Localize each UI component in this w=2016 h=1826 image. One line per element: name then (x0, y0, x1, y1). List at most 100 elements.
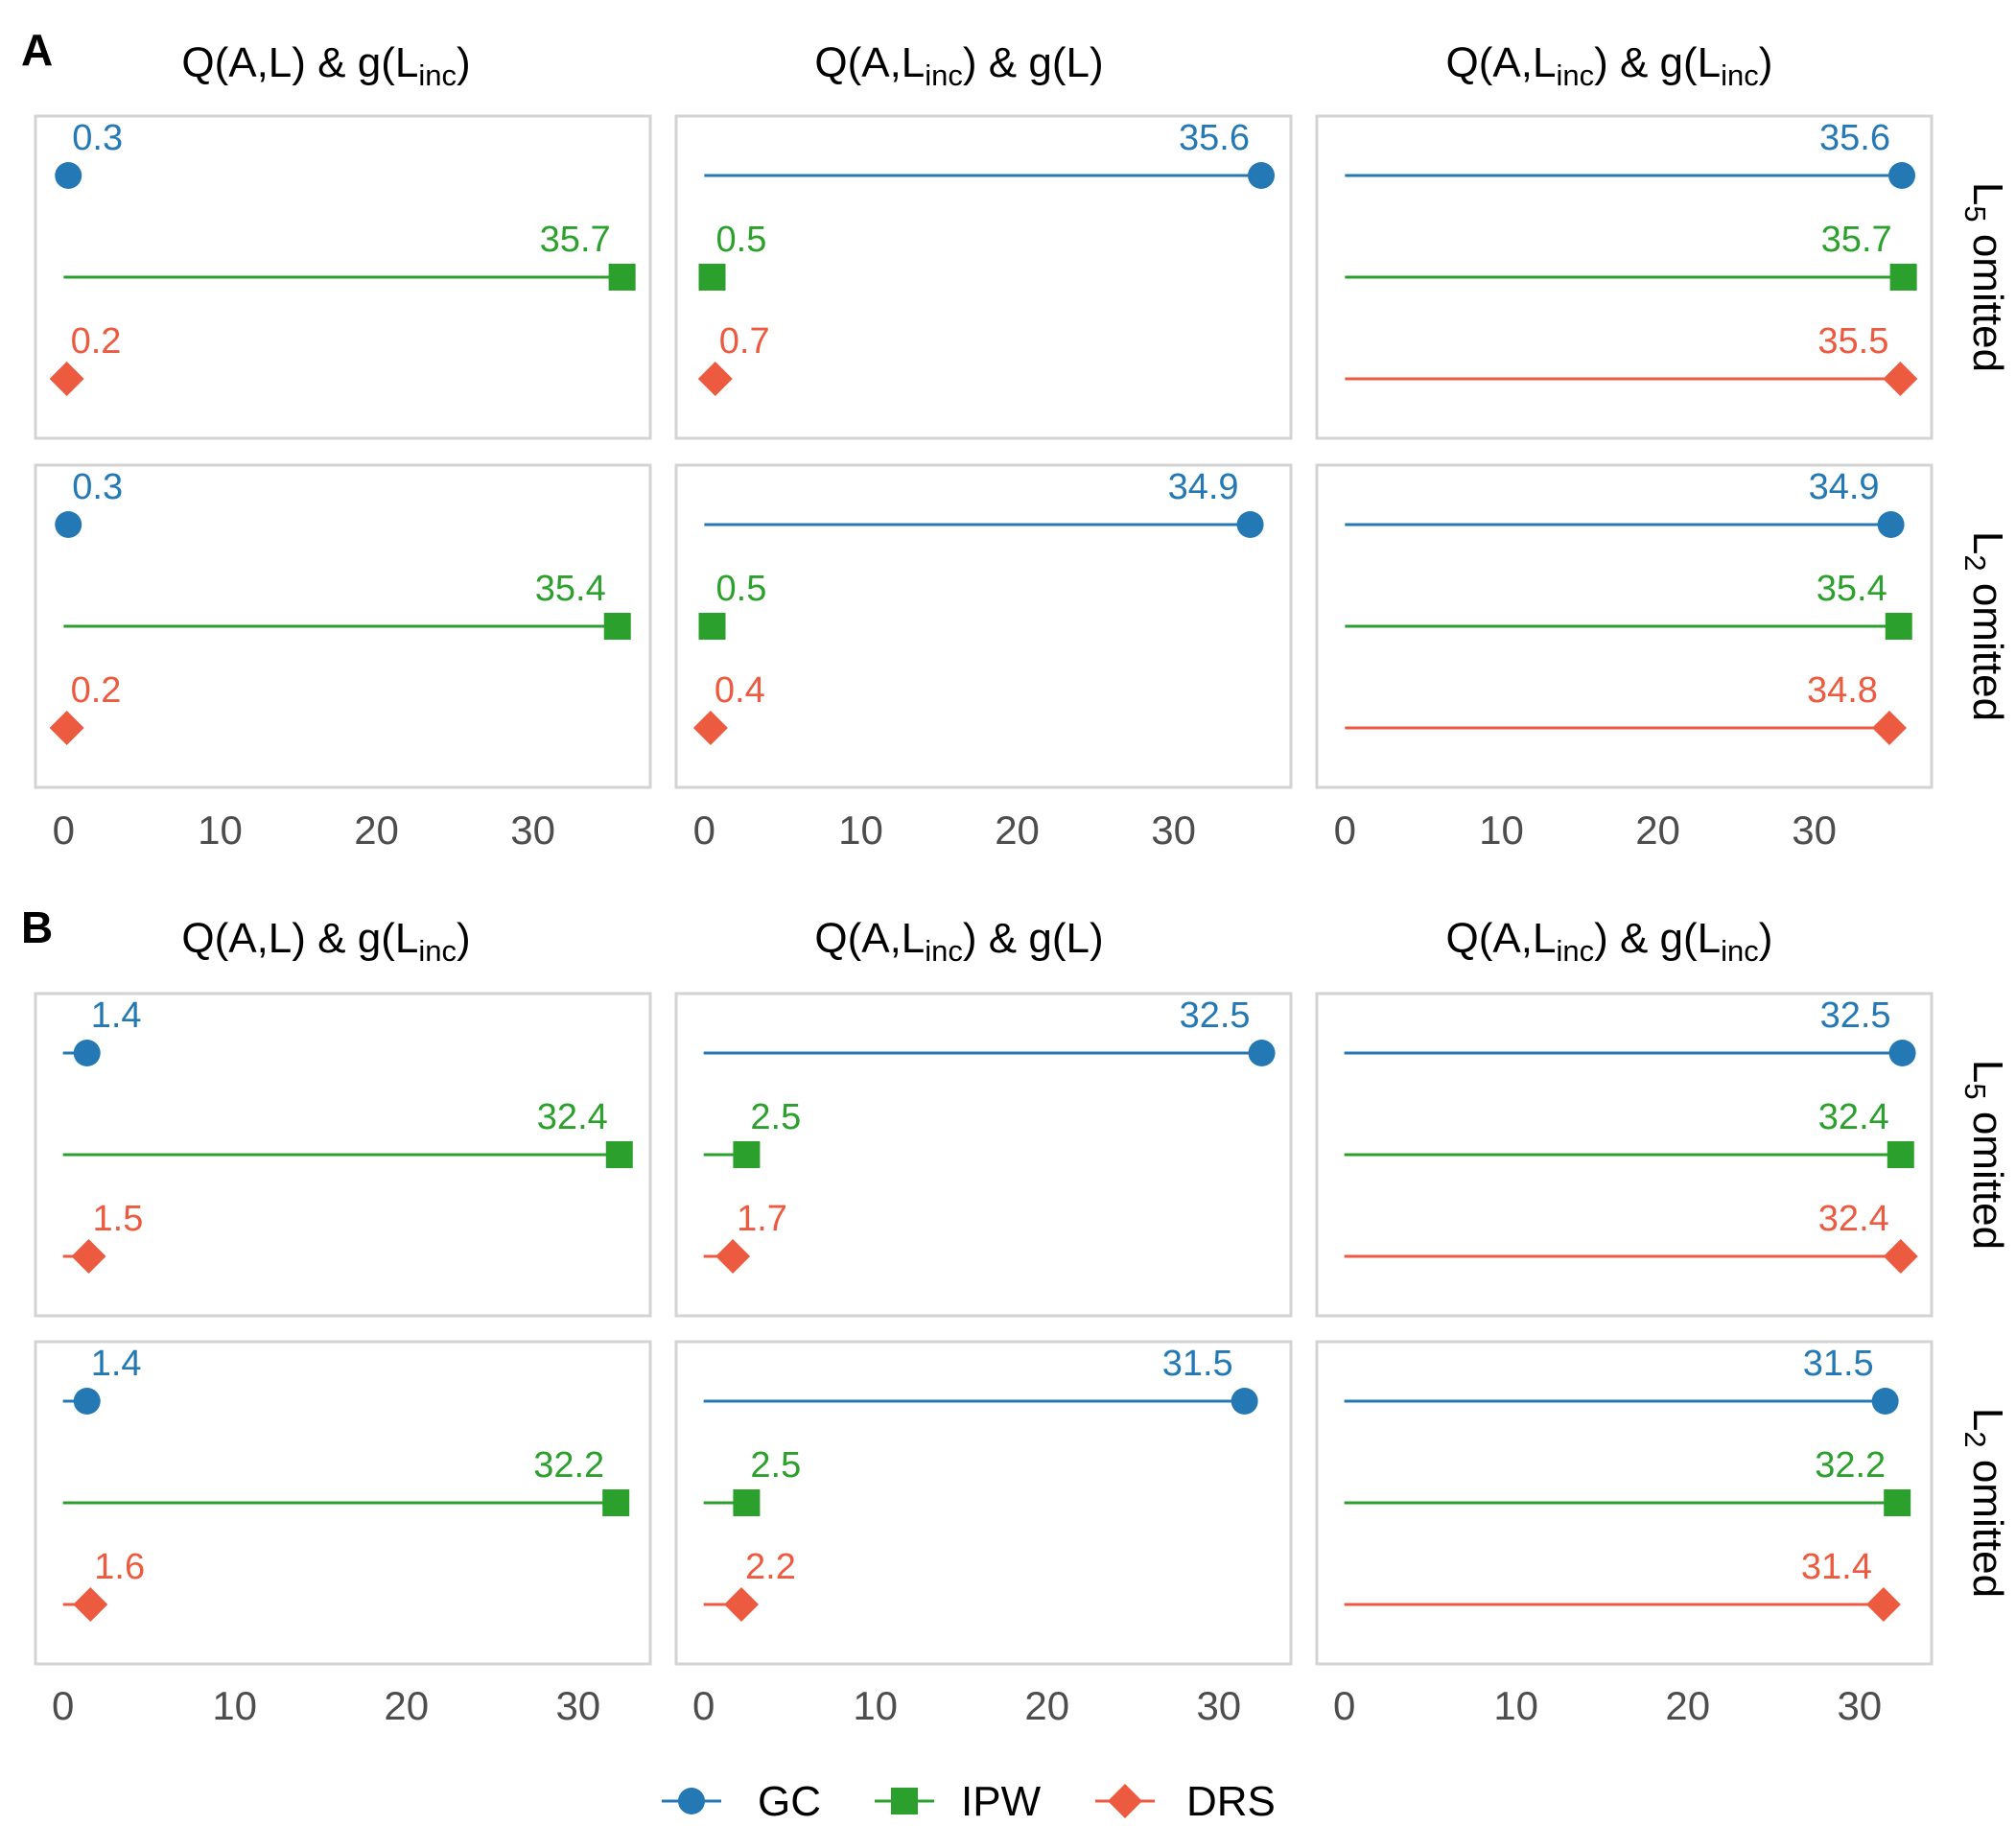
point-IPW (698, 264, 726, 291)
x-tick-label: 20 (1665, 1683, 1710, 1728)
point-GC (73, 1388, 101, 1415)
point-DRS (1883, 362, 1918, 396)
column-title: Q(A,Linc) & g(Linc) (1446, 915, 1773, 968)
point-DRS (1871, 711, 1907, 745)
point-GC (1871, 1388, 1899, 1415)
x-tick-label: 10 (1493, 1683, 1538, 1728)
panel-border (674, 992, 1293, 1318)
point-DRS (692, 711, 728, 745)
panel-border (1315, 114, 1934, 440)
facet-block-B: B Q(A,L) & g(Linc) Q(A,Linc) & g(L) Q(A,Lin… (21, 902, 2011, 1728)
panel-border (34, 114, 652, 440)
point-DRS (49, 362, 84, 396)
point-DRS (697, 362, 733, 396)
x-tick-label: 0 (1333, 1683, 1355, 1728)
x-tick-label: 20 (1635, 808, 1680, 853)
column-title: Q(A,L) & g(Linc) (181, 39, 470, 92)
panel-border (1315, 992, 1934, 1318)
row-strip-label: L5 omitted (1958, 182, 2011, 372)
data-label-GC: 35.6 (1819, 118, 1890, 158)
panel-border (34, 463, 652, 789)
x-tick-label: 30 (1196, 1683, 1241, 1728)
legend-item-GC: GC (662, 1778, 821, 1825)
legend-item-IPW: IPW (875, 1778, 1042, 1825)
point-GC (1888, 1040, 1916, 1066)
panel-border (34, 992, 652, 1318)
data-label-GC: 0.3 (72, 467, 123, 507)
point-GC (1877, 511, 1905, 538)
legend-label: IPW (961, 1778, 1042, 1825)
point-DRS (71, 1239, 106, 1274)
data-label-IPW: 0.5 (716, 569, 767, 609)
panel-border (674, 114, 1293, 440)
facet-panel: 32.5 2.5 1.7 (674, 992, 1293, 1318)
data-label-GC: 34.9 (1809, 467, 1880, 507)
x-tick-label: 10 (838, 808, 883, 853)
panel-border (1315, 463, 1934, 789)
x-tick-label: 20 (1024, 1683, 1069, 1728)
point-IPW (733, 1489, 761, 1516)
x-tick-label: 30 (1151, 808, 1196, 853)
column-title: Q(A,Linc) & g(Linc) (1446, 39, 1773, 92)
data-label-IPW: 35.7 (1821, 220, 1892, 260)
facet-panel: 31.5 2.5 2.2 (674, 1340, 1293, 1666)
facet-panel: 35.6 35.7 35.5 (1315, 114, 1934, 440)
x-tick-label: 20 (354, 808, 399, 853)
data-label-GC: 0.3 (72, 118, 123, 158)
facet-panel: 31.5 32.2 31.4 (1315, 1340, 1934, 1666)
x-tick-label: 20 (384, 1683, 429, 1728)
row-strip-label: L2 omitted (1958, 531, 2011, 721)
facet-block-A: A Q(A,L) & g(Linc) Q(A,Linc) & g(L) Q(A,Lin… (21, 25, 2011, 853)
facet-panel: 1.4 32.2 1.6 (34, 1340, 652, 1666)
facet-panel: 0.3 35.4 0.2 (34, 463, 652, 789)
facet-panel: 34.9 0.5 0.4 (674, 463, 1293, 789)
facet-panel: 34.9 35.4 34.8 (1315, 463, 1934, 789)
legend-item-DRS: DRS (1095, 1778, 1276, 1825)
x-tick-label: 10 (212, 1683, 257, 1728)
legend-label: DRS (1186, 1778, 1276, 1825)
diamond-icon (1108, 1784, 1142, 1818)
x-tick-label: 10 (1479, 808, 1524, 853)
x-tick-label: 30 (510, 808, 555, 853)
point-IPW (698, 613, 726, 640)
x-tick-label: 10 (853, 1683, 898, 1728)
panel-border (1315, 1340, 1934, 1666)
column-title: Q(A,Linc) & g(L) (814, 39, 1103, 92)
point-IPW (1885, 613, 1912, 640)
facet-panel: 0.3 35.7 0.2 (34, 114, 652, 440)
data-label-GC: 35.6 (1179, 118, 1250, 158)
data-label-IPW: 32.4 (537, 1097, 608, 1137)
point-IPW (602, 1489, 630, 1516)
x-tick-label: 30 (1837, 1683, 1882, 1728)
point-GC (1231, 1388, 1258, 1415)
point-IPW (733, 1141, 761, 1168)
point-GC (55, 162, 82, 189)
point-GC (1236, 511, 1264, 538)
row-strip-label: L2 omitted (1958, 1408, 2011, 1598)
data-label-GC: 32.5 (1820, 995, 1891, 1036)
facet-panel: 32.5 32.4 32.4 (1315, 992, 1934, 1318)
column-title: Q(A,L) & g(Linc) (181, 915, 470, 968)
legend-label: GC (758, 1778, 821, 1825)
data-label-GC: 34.9 (1168, 467, 1239, 507)
x-tick-label: 0 (1334, 808, 1356, 853)
row-strip-label: L5 omitted (1958, 1060, 2011, 1250)
square-icon (891, 1788, 918, 1814)
point-IPW (1884, 1489, 1911, 1516)
data-label-DRS: 1.7 (737, 1199, 787, 1239)
data-label-IPW: 32.4 (1818, 1097, 1889, 1137)
x-tick-label: 20 (995, 808, 1040, 853)
x-tick-label: 30 (555, 1683, 600, 1728)
data-label-GC: 1.4 (91, 995, 142, 1036)
point-IPW (1889, 264, 1917, 291)
data-label-DRS: 0.2 (71, 321, 122, 362)
panel-label: B (21, 902, 53, 952)
data-label-IPW: 35.4 (1817, 569, 1887, 609)
point-IPW (608, 264, 636, 291)
data-label-DRS: 34.8 (1807, 670, 1878, 711)
point-IPW (603, 613, 631, 640)
data-label-IPW: 32.2 (1815, 1445, 1886, 1486)
point-GC (1888, 162, 1916, 189)
point-DRS (715, 1239, 751, 1274)
